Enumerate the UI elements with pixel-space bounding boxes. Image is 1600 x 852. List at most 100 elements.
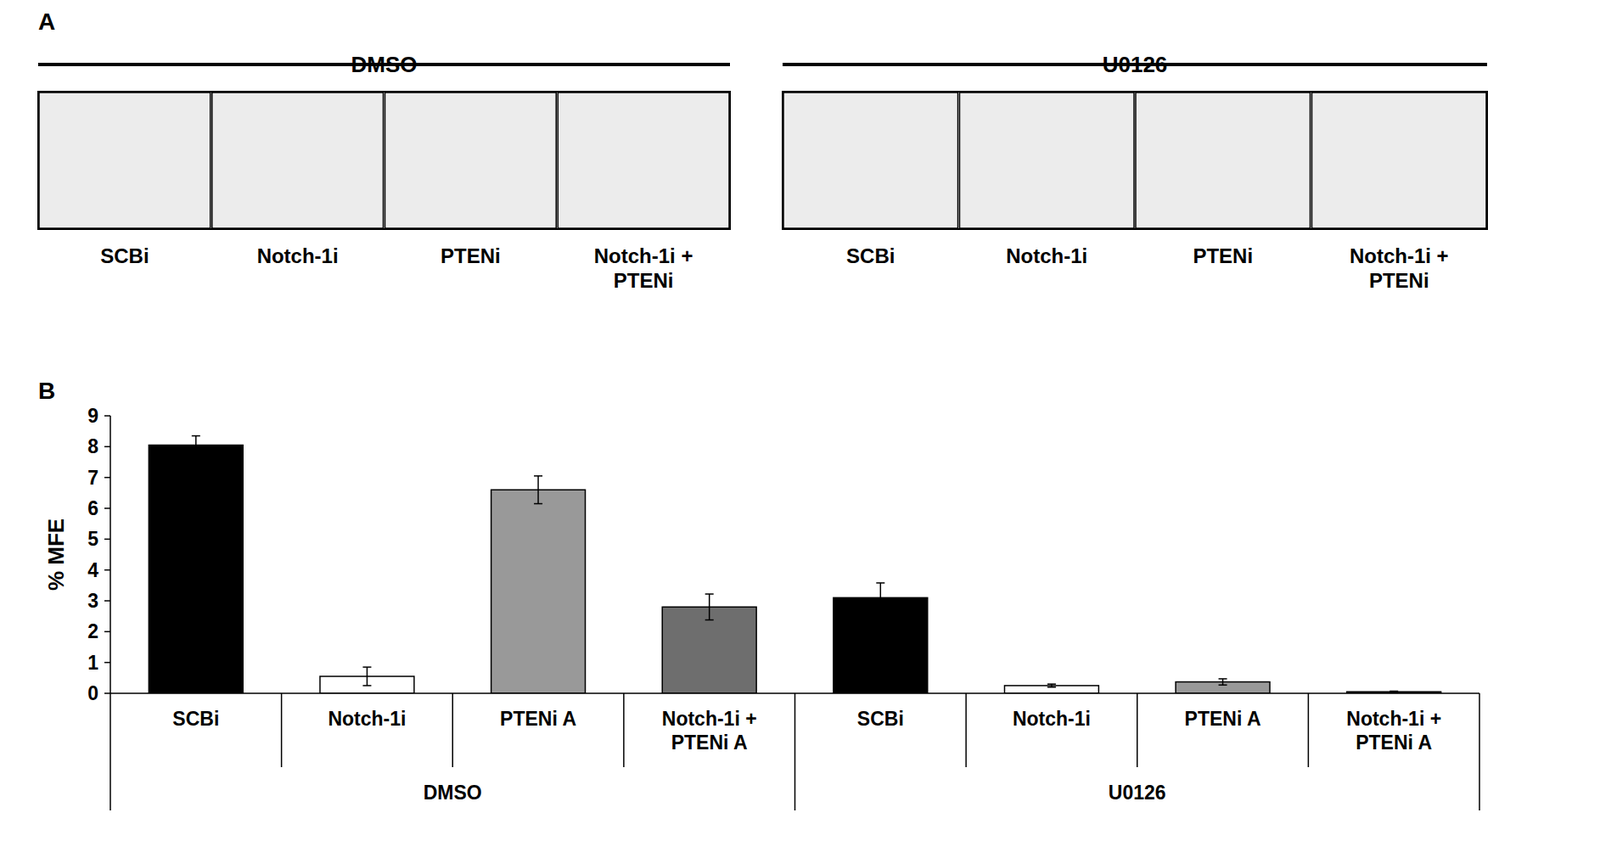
- bar: [1004, 685, 1099, 694]
- micrograph: [783, 92, 959, 229]
- y-tick: [104, 507, 111, 510]
- image-label: SCBi: [846, 244, 895, 268]
- label-line: Notch-1i +: [662, 707, 758, 730]
- y-tick: [104, 415, 111, 417]
- x-tick-label: SCBi: [172, 707, 219, 730]
- error-cap: [362, 666, 371, 669]
- label-line: SCBi: [172, 707, 219, 730]
- y-tick-label: 1: [87, 651, 99, 674]
- bar: [148, 445, 243, 694]
- x-tick-label: Notch-1i: [1012, 707, 1091, 730]
- label-line: SCBi: [846, 244, 895, 268]
- label-line: Notch-1i: [1012, 707, 1091, 730]
- label-line: PTENi: [1192, 244, 1253, 268]
- image-label: PTENi: [440, 244, 501, 268]
- error-cap: [1389, 690, 1398, 693]
- error-stem: [366, 667, 369, 686]
- y-tick-label: 7: [87, 466, 99, 489]
- panel-label: B: [38, 377, 56, 405]
- y-axis-label: % MFE: [43, 518, 69, 591]
- y-tick-label: 8: [87, 435, 99, 458]
- image-label: Notch-1i: [1005, 244, 1088, 268]
- y-tick-label: 9: [87, 404, 99, 427]
- y-tick-label: 5: [87, 527, 99, 551]
- y-tick: [104, 446, 111, 449]
- error-bar: [875, 583, 885, 613]
- error-bar: [1389, 690, 1398, 692]
- y-tick-label: 4: [87, 559, 99, 582]
- x-tick-label: PTENi A: [1184, 707, 1262, 730]
- category-separator: [1478, 693, 1481, 811]
- bar: [833, 597, 928, 694]
- error-cap: [362, 684, 371, 687]
- label-line: PTENi A: [1355, 731, 1432, 754]
- label-line: SCBi: [857, 707, 904, 730]
- error-bar: [1218, 679, 1228, 685]
- micrograph: [557, 92, 730, 229]
- micrograph: [1312, 92, 1488, 229]
- error-cap: [1218, 678, 1228, 680]
- y-tick-label: 6: [87, 497, 99, 520]
- error-stem: [880, 583, 882, 613]
- category-separator: [965, 693, 967, 768]
- y-tick: [104, 538, 111, 541]
- label-line: Notch-1i +: [594, 244, 694, 268]
- error-cap: [705, 619, 714, 622]
- micrograph: [212, 92, 384, 229]
- label-line: Notch-1i: [1005, 244, 1088, 268]
- error-stem: [708, 594, 711, 621]
- category-separator: [109, 693, 112, 811]
- error-cap: [875, 582, 885, 584]
- figure: ADMSOSCBiNotch-1iPTENiNotch-1i +PTENiU01…: [0, 0, 1600, 852]
- image-strip: [38, 91, 730, 230]
- error-bar: [191, 436, 201, 455]
- error-cap: [191, 454, 201, 456]
- error-stem: [537, 476, 539, 505]
- image-label: Notch-1i +PTENi: [1349, 244, 1449, 292]
- label-line: SCBi: [100, 244, 149, 268]
- group-rule: [38, 62, 730, 67]
- label-line: PTENi: [440, 244, 501, 268]
- micrograph: [385, 92, 557, 229]
- image-label: Notch-1i: [257, 244, 339, 268]
- group-label: U0126: [1108, 781, 1167, 804]
- label-line: PTENi A: [499, 707, 577, 730]
- category-separator: [623, 693, 625, 768]
- y-tick: [104, 662, 111, 664]
- label-line: PTENi: [1369, 269, 1430, 292]
- error-bar: [1047, 684, 1056, 688]
- x-tick-label: Notch-1i +PTENi A: [1346, 707, 1442, 754]
- bar: [491, 489, 586, 694]
- error-cap: [1047, 686, 1056, 689]
- label-line: PTENi A: [671, 731, 748, 754]
- error-bar: [362, 667, 371, 686]
- micrograph: [1135, 92, 1311, 229]
- label-line: Notch-1i +: [1346, 707, 1442, 730]
- category-separator: [280, 693, 283, 768]
- y-tick: [104, 631, 111, 634]
- category-separator: [452, 693, 455, 768]
- bars: [148, 436, 1441, 694]
- label-line: Notch-1i: [327, 707, 406, 730]
- bar: [662, 606, 757, 694]
- group-rule: [782, 62, 1488, 67]
- x-tick-label: SCBi: [857, 707, 904, 730]
- y-tick: [104, 569, 111, 572]
- category-separator: [794, 693, 797, 811]
- error-stem: [195, 436, 197, 455]
- error-cap: [533, 475, 543, 478]
- label-line: Notch-1i: [257, 244, 339, 268]
- error-bar: [533, 476, 543, 505]
- micrograph: [39, 92, 211, 229]
- y-tick: [104, 600, 111, 602]
- x-tick-label: Notch-1i: [327, 707, 406, 730]
- error-cap: [191, 435, 201, 438]
- x-tick-label: PTENi A: [499, 707, 577, 730]
- panel-label: A: [38, 8, 56, 35]
- x-tick-label: Notch-1i +PTENi A: [662, 707, 758, 754]
- label-line: PTENi A: [1184, 707, 1262, 730]
- image-strip: [782, 91, 1488, 230]
- micrograph: [960, 92, 1135, 229]
- label-line: PTENi: [613, 269, 674, 292]
- error-cap: [533, 503, 543, 506]
